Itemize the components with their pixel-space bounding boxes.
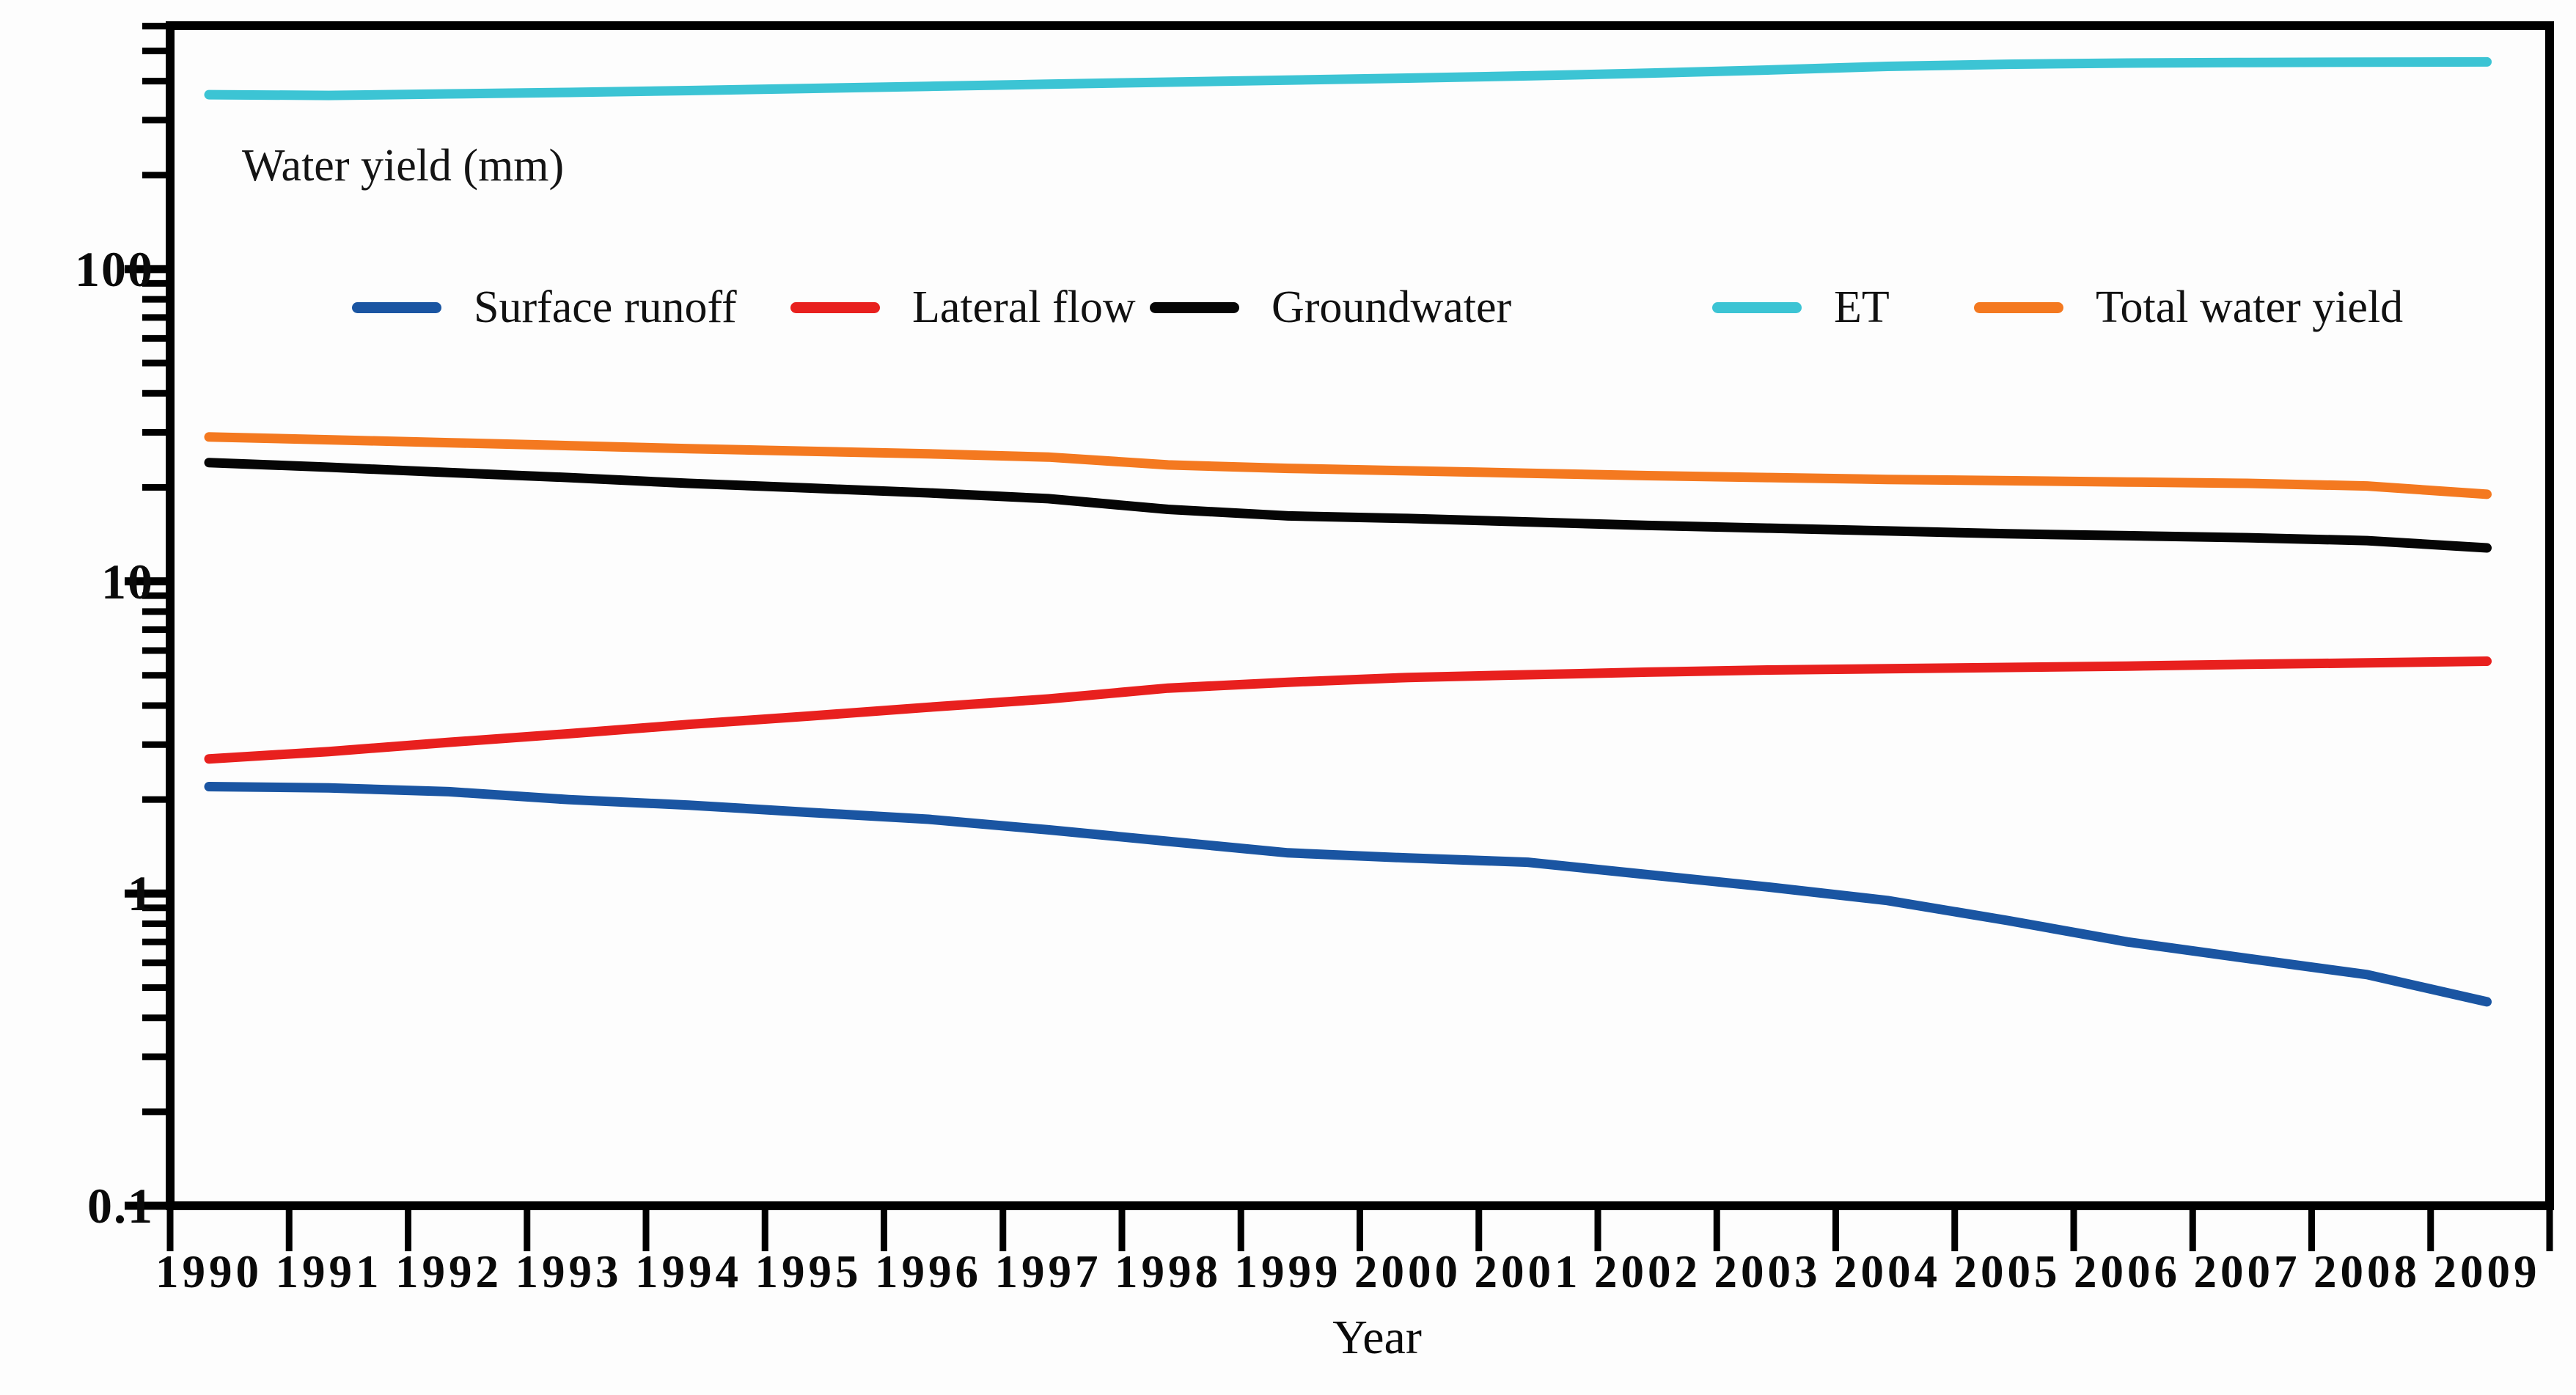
legend-swatch-groundwater <box>1150 301 1239 313</box>
legend-swatch-et <box>1712 301 1802 313</box>
x-tick-label-year: 2003 <box>1714 1246 1821 1297</box>
y-tick-label-100: 100 <box>75 241 154 297</box>
legend-swatch-total-water-yield <box>1974 301 2063 313</box>
series-line-total-water-yield <box>204 432 2492 499</box>
legend-swatch-lateral-flow <box>790 301 880 313</box>
legend-label: Lateral flow <box>912 282 1136 332</box>
x-tick-label-year: 2000 <box>1354 1246 1461 1297</box>
legend: Surface runoff Lateral flow Groundwater ET T… <box>0 279 2576 345</box>
x-tick-label-year: 1998 <box>1115 1246 1222 1297</box>
y-tick-label-0.1: 0.1 <box>87 1178 154 1234</box>
x-tick-label-year: 2002 <box>1594 1246 1701 1297</box>
legend-label: Surface runoff <box>474 282 737 332</box>
series-line-surface-runoff <box>204 782 2492 1007</box>
chart-frame <box>166 21 2554 1210</box>
chart-title: Water yield (mm) <box>242 141 565 191</box>
x-tick-label-year: 1997 <box>994 1246 1102 1297</box>
x-tick-label-year: 1990 <box>155 1246 263 1297</box>
legend-item-groundwater: Groundwater <box>1150 279 1511 336</box>
y-tick-label-10: 10 <box>101 554 154 609</box>
legend-item-et: ET <box>1712 279 1890 336</box>
x-tick-label-year: 2006 <box>2074 1246 2181 1297</box>
x-tick-label-year: 1993 <box>515 1246 623 1297</box>
series-line-groundwater <box>204 458 2492 553</box>
x-tick-labels: 1990 1991 1992 1993 1994 1995 1996 1997 1998 1999… <box>0 1245 2576 1311</box>
x-tick-label-year: 2001 <box>1474 1246 1582 1297</box>
x-tick-label-year: 2008 <box>2313 1246 2421 1297</box>
legend-label: ET <box>1834 282 1890 332</box>
x-tick-label-year: 1992 <box>395 1246 502 1297</box>
legend-item-total-water-yield: Total water yield <box>1974 279 2403 336</box>
legend-item-lateral-flow: Lateral flow <box>790 279 1136 336</box>
x-tick-label-year: 1995 <box>755 1246 862 1297</box>
legend-label: Groundwater <box>1272 282 1512 332</box>
series-line-et <box>204 56 2492 100</box>
x-tick-label-year: 2005 <box>1953 1246 2061 1297</box>
series-line-lateral-flow <box>204 656 2492 764</box>
x-axis-title: Year <box>1332 1311 1422 1364</box>
x-tick-label-year: 1991 <box>275 1246 383 1297</box>
x-tick-label-year: 1996 <box>875 1246 982 1297</box>
legend-label: Total water yield <box>2096 282 2404 332</box>
x-tick-label-year: 1999 <box>1234 1246 1342 1297</box>
legend-item-surface-runoff: Surface runoff <box>352 279 737 336</box>
x-tick-label-year: 2007 <box>2193 1246 2301 1297</box>
x-tick-label-year: 2004 <box>1834 1246 1941 1297</box>
legend-swatch-surface-runoff <box>352 301 441 313</box>
y-tick-label-1: 1 <box>128 865 154 921</box>
x-tick-label-year: 2009 <box>2433 1246 2541 1297</box>
x-tick-label-year: 1994 <box>635 1246 742 1297</box>
